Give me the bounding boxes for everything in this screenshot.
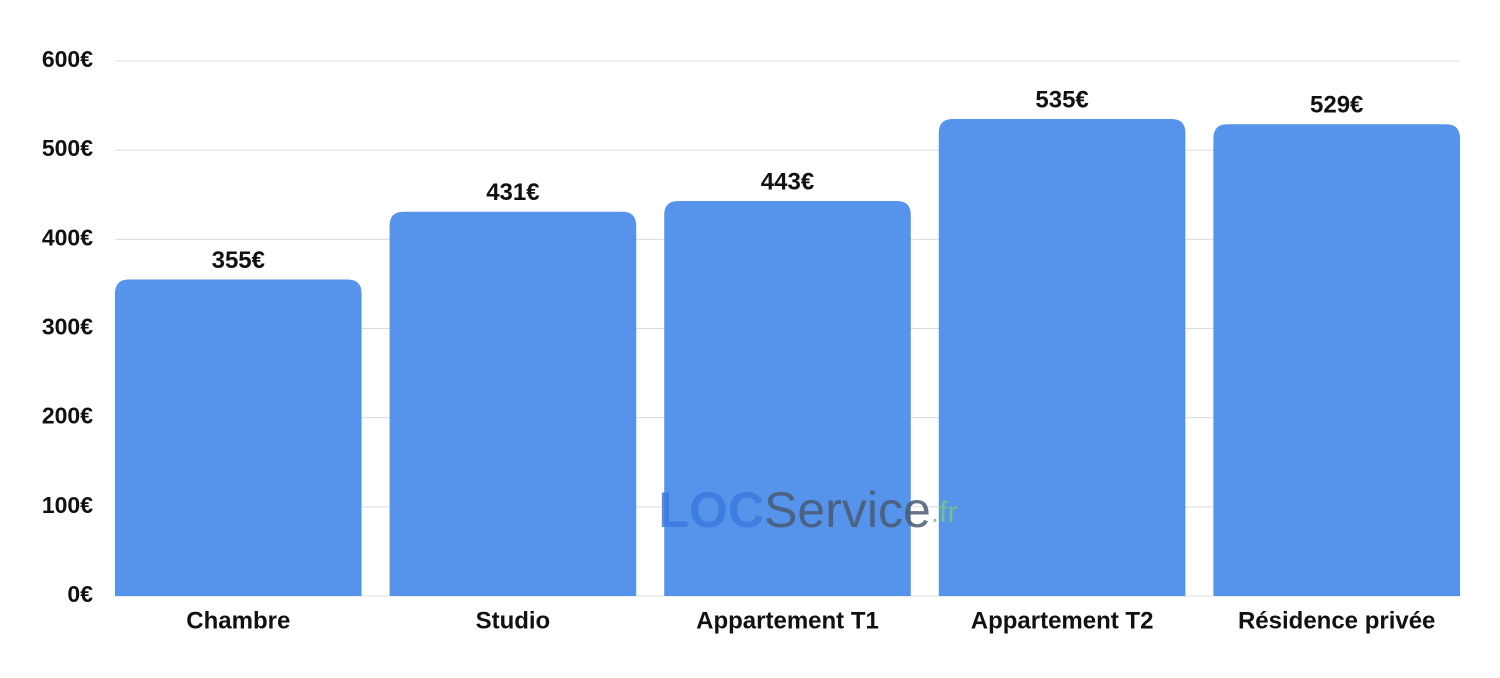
x-tick-label: Appartement T1 [696,607,879,634]
bar [938,118,1186,596]
x-tick-label: Studio [476,607,551,634]
x-tick-label: Résidence privée [1238,607,1435,634]
bar [115,279,362,596]
watermark-tld: .fr [931,496,958,529]
x-tick-label: Appartement T2 [971,607,1154,634]
value-label: 355€ [212,247,265,274]
y-tick-label: 200€ [42,403,93,429]
value-label: 443€ [761,168,814,195]
watermark: LOCService.fr [659,482,958,538]
y-tick-label: 0€ [67,581,93,607]
x-tick-label: Chambre [186,607,290,634]
watermark-loc: LOC [659,482,765,538]
y-tick-label: 300€ [42,314,93,340]
bar [664,200,911,596]
y-tick-label: 500€ [42,135,93,161]
y-tick-label: 600€ [42,46,93,72]
value-label: 535€ [1035,86,1088,113]
bar [389,211,637,597]
value-label: 529€ [1310,92,1363,119]
bar [1213,124,1460,596]
value-label: 431€ [486,179,539,206]
watermark-service: Service [764,482,931,538]
y-tick-label: 400€ [42,224,93,250]
y-tick-label: 100€ [42,492,93,518]
bars [115,118,1460,597]
